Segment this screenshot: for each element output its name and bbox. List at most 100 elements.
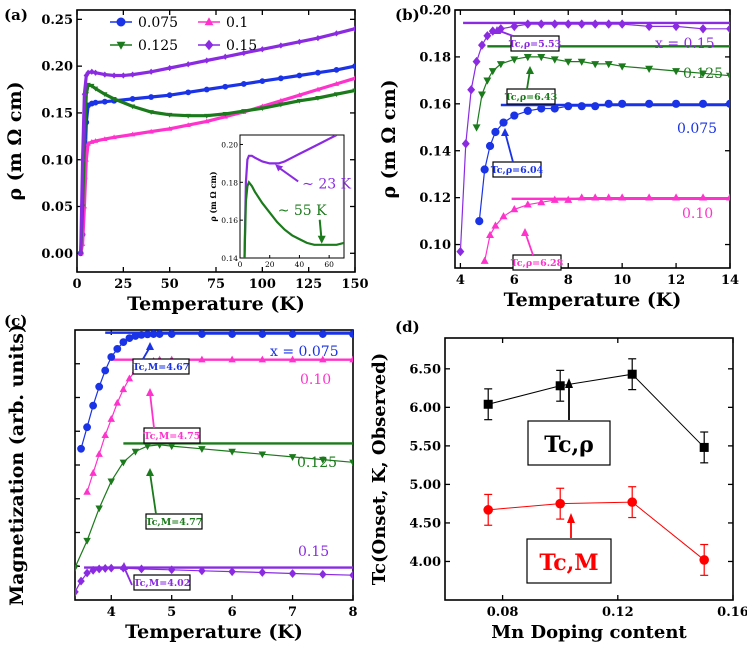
data-point [167, 565, 176, 575]
annotation-arrowhead [317, 235, 326, 244]
data-point [604, 99, 613, 108]
x-tick-label: 100 [249, 277, 276, 292]
y-tick-label: 0.15 [41, 106, 73, 121]
inset-y-tick-label: 0.20 [221, 140, 238, 149]
data-point [258, 568, 267, 577]
series-line [243, 180, 344, 258]
data-point [480, 165, 489, 174]
data-point [296, 72, 303, 79]
tc-box-frame [133, 574, 191, 591]
series-line [79, 76, 355, 254]
y-axis-label: ρ (m Ω cm) [4, 81, 26, 200]
data-point [119, 385, 128, 393]
y-tick-label: 6.50 [409, 362, 441, 377]
data-point [167, 125, 173, 131]
data-point [228, 448, 236, 456]
series-line [79, 82, 355, 254]
data-point [75, 564, 79, 572]
legend-box-tc-m: Tc,M [526, 513, 612, 584]
data-point [101, 563, 109, 573]
data-point [315, 69, 321, 76]
data-point [101, 431, 109, 439]
data-point [198, 566, 206, 576]
tc-box-label: Tc,M=4.67 [133, 362, 190, 373]
data-point [523, 19, 532, 29]
data-point [510, 205, 519, 213]
data-point [319, 569, 327, 579]
y-tick-label: 0.10 [419, 238, 451, 253]
series-x = 0.15 [456, 19, 730, 257]
plot-frame [444, 337, 734, 601]
data-point [241, 49, 247, 57]
data-point [143, 443, 152, 451]
data-point [258, 451, 267, 459]
data-point [577, 193, 586, 201]
data-point [119, 459, 128, 467]
y-tick-label: 0.18 [419, 50, 451, 65]
data-point [101, 98, 108, 105]
data-point [550, 104, 559, 113]
y-tick-label: 0.20 [419, 4, 451, 19]
data-point [564, 102, 573, 111]
data-point [89, 469, 97, 476]
plot-area [77, 25, 355, 257]
data-point [491, 127, 500, 137]
data-point [89, 401, 98, 410]
tc-box: Tc,M=4.02 [120, 562, 191, 591]
series-Tc,M [483, 486, 709, 576]
data-point [83, 487, 91, 495]
data-point [537, 54, 546, 62]
series-0.125 [75, 442, 353, 572]
data-point [699, 193, 707, 201]
data-point [228, 355, 236, 363]
annotation-text: ~ 55 K [278, 203, 327, 219]
plot-area [456, 19, 730, 264]
data-point [148, 128, 154, 134]
data-point [137, 564, 146, 574]
inset-x-tick-label: 40 [295, 260, 305, 269]
data-point [499, 212, 508, 220]
data-point [483, 399, 493, 409]
data-point [491, 221, 500, 229]
data-point [496, 61, 505, 69]
legend-label: 0.125 [138, 38, 178, 54]
tc-box: Tc,M=4.67 [132, 342, 190, 375]
data-point [577, 102, 586, 111]
inset-frame [239, 134, 345, 259]
data-point [222, 111, 228, 117]
tc-box: Tc,ρ=6.43 [505, 66, 558, 105]
y-axis-label: ρ (m Ω cm) [378, 79, 400, 198]
data-point [537, 104, 546, 113]
data-point [564, 58, 573, 66]
tc-box-label: Tc,ρ=6.43 [505, 92, 558, 103]
data-point [537, 198, 546, 206]
panel-d: 0.08 0.12 0.16 4.00 4.50 5.00 5.50 6.00 6.50 Mn D… [369, 318, 747, 643]
legend-box-frame [526, 538, 612, 584]
inset-x-tick-label: 0 [238, 260, 243, 269]
inset-x-tick-label: 20 [265, 260, 275, 269]
tc-box: Tc,ρ=6.28 [511, 228, 564, 271]
data-point [107, 415, 116, 422]
data-point [591, 102, 600, 111]
data-point [107, 563, 116, 573]
data-point [352, 25, 355, 32]
tc-box-frame [143, 427, 201, 444]
data-point [333, 66, 340, 73]
data-point [315, 34, 321, 42]
tc-arrow [504, 131, 514, 163]
data-point [537, 19, 546, 29]
data-point [167, 443, 176, 451]
legend-marker [116, 17, 126, 27]
panel-b: 4 6 8 10 12 14 0.10 0.12 0.14 0.16 0.18 0.20 Tempera… [378, 4, 739, 311]
data-point [81, 91, 88, 98]
legend-box-label: Tc,M [539, 550, 598, 576]
data-point [167, 64, 173, 72]
y-tick-label: 4.50 [409, 516, 441, 531]
legend: 0.075 0.1 0.125 0.15 [110, 15, 257, 54]
data-point [645, 193, 654, 201]
tc-box-label: Tc,M=4.75 [144, 431, 201, 442]
data-point [288, 355, 297, 363]
data-point [523, 106, 532, 115]
data-point [461, 139, 470, 149]
data-point [618, 99, 627, 108]
